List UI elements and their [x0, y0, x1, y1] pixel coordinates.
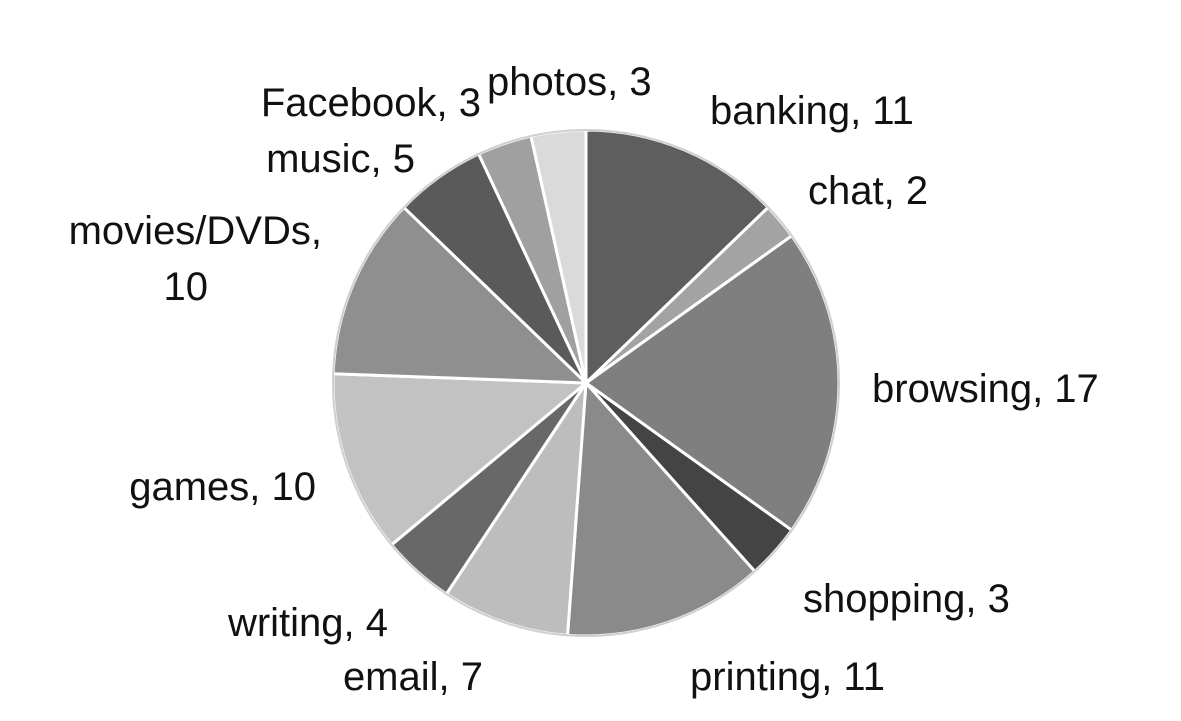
pie-labels: banking, 11 chat, 2 browsing, 17 shopping, …: [69, 60, 1099, 699]
label-music: music, 5: [266, 137, 415, 181]
label-shopping: shopping, 3: [803, 577, 1010, 621]
label-printing: printing, 11: [690, 655, 885, 699]
label-photos: photos, 3: [487, 60, 652, 104]
label-banking: banking, 11: [710, 89, 914, 133]
label-browsing: browsing, 17: [872, 367, 1099, 411]
label-writing: writing, 4: [227, 601, 388, 645]
pie-rim: [332, 129, 840, 637]
label-movies-dvds-line-1: movies/DVDs,: [69, 209, 322, 253]
pie-slices: [331, 128, 841, 638]
label-facebook: Facebook, 3: [261, 81, 481, 125]
label-email: email, 7: [343, 655, 483, 699]
label-movies-dvds-line-2: 10: [164, 265, 209, 309]
label-games: games, 10: [129, 465, 316, 509]
label-chat: chat, 2: [808, 169, 928, 213]
